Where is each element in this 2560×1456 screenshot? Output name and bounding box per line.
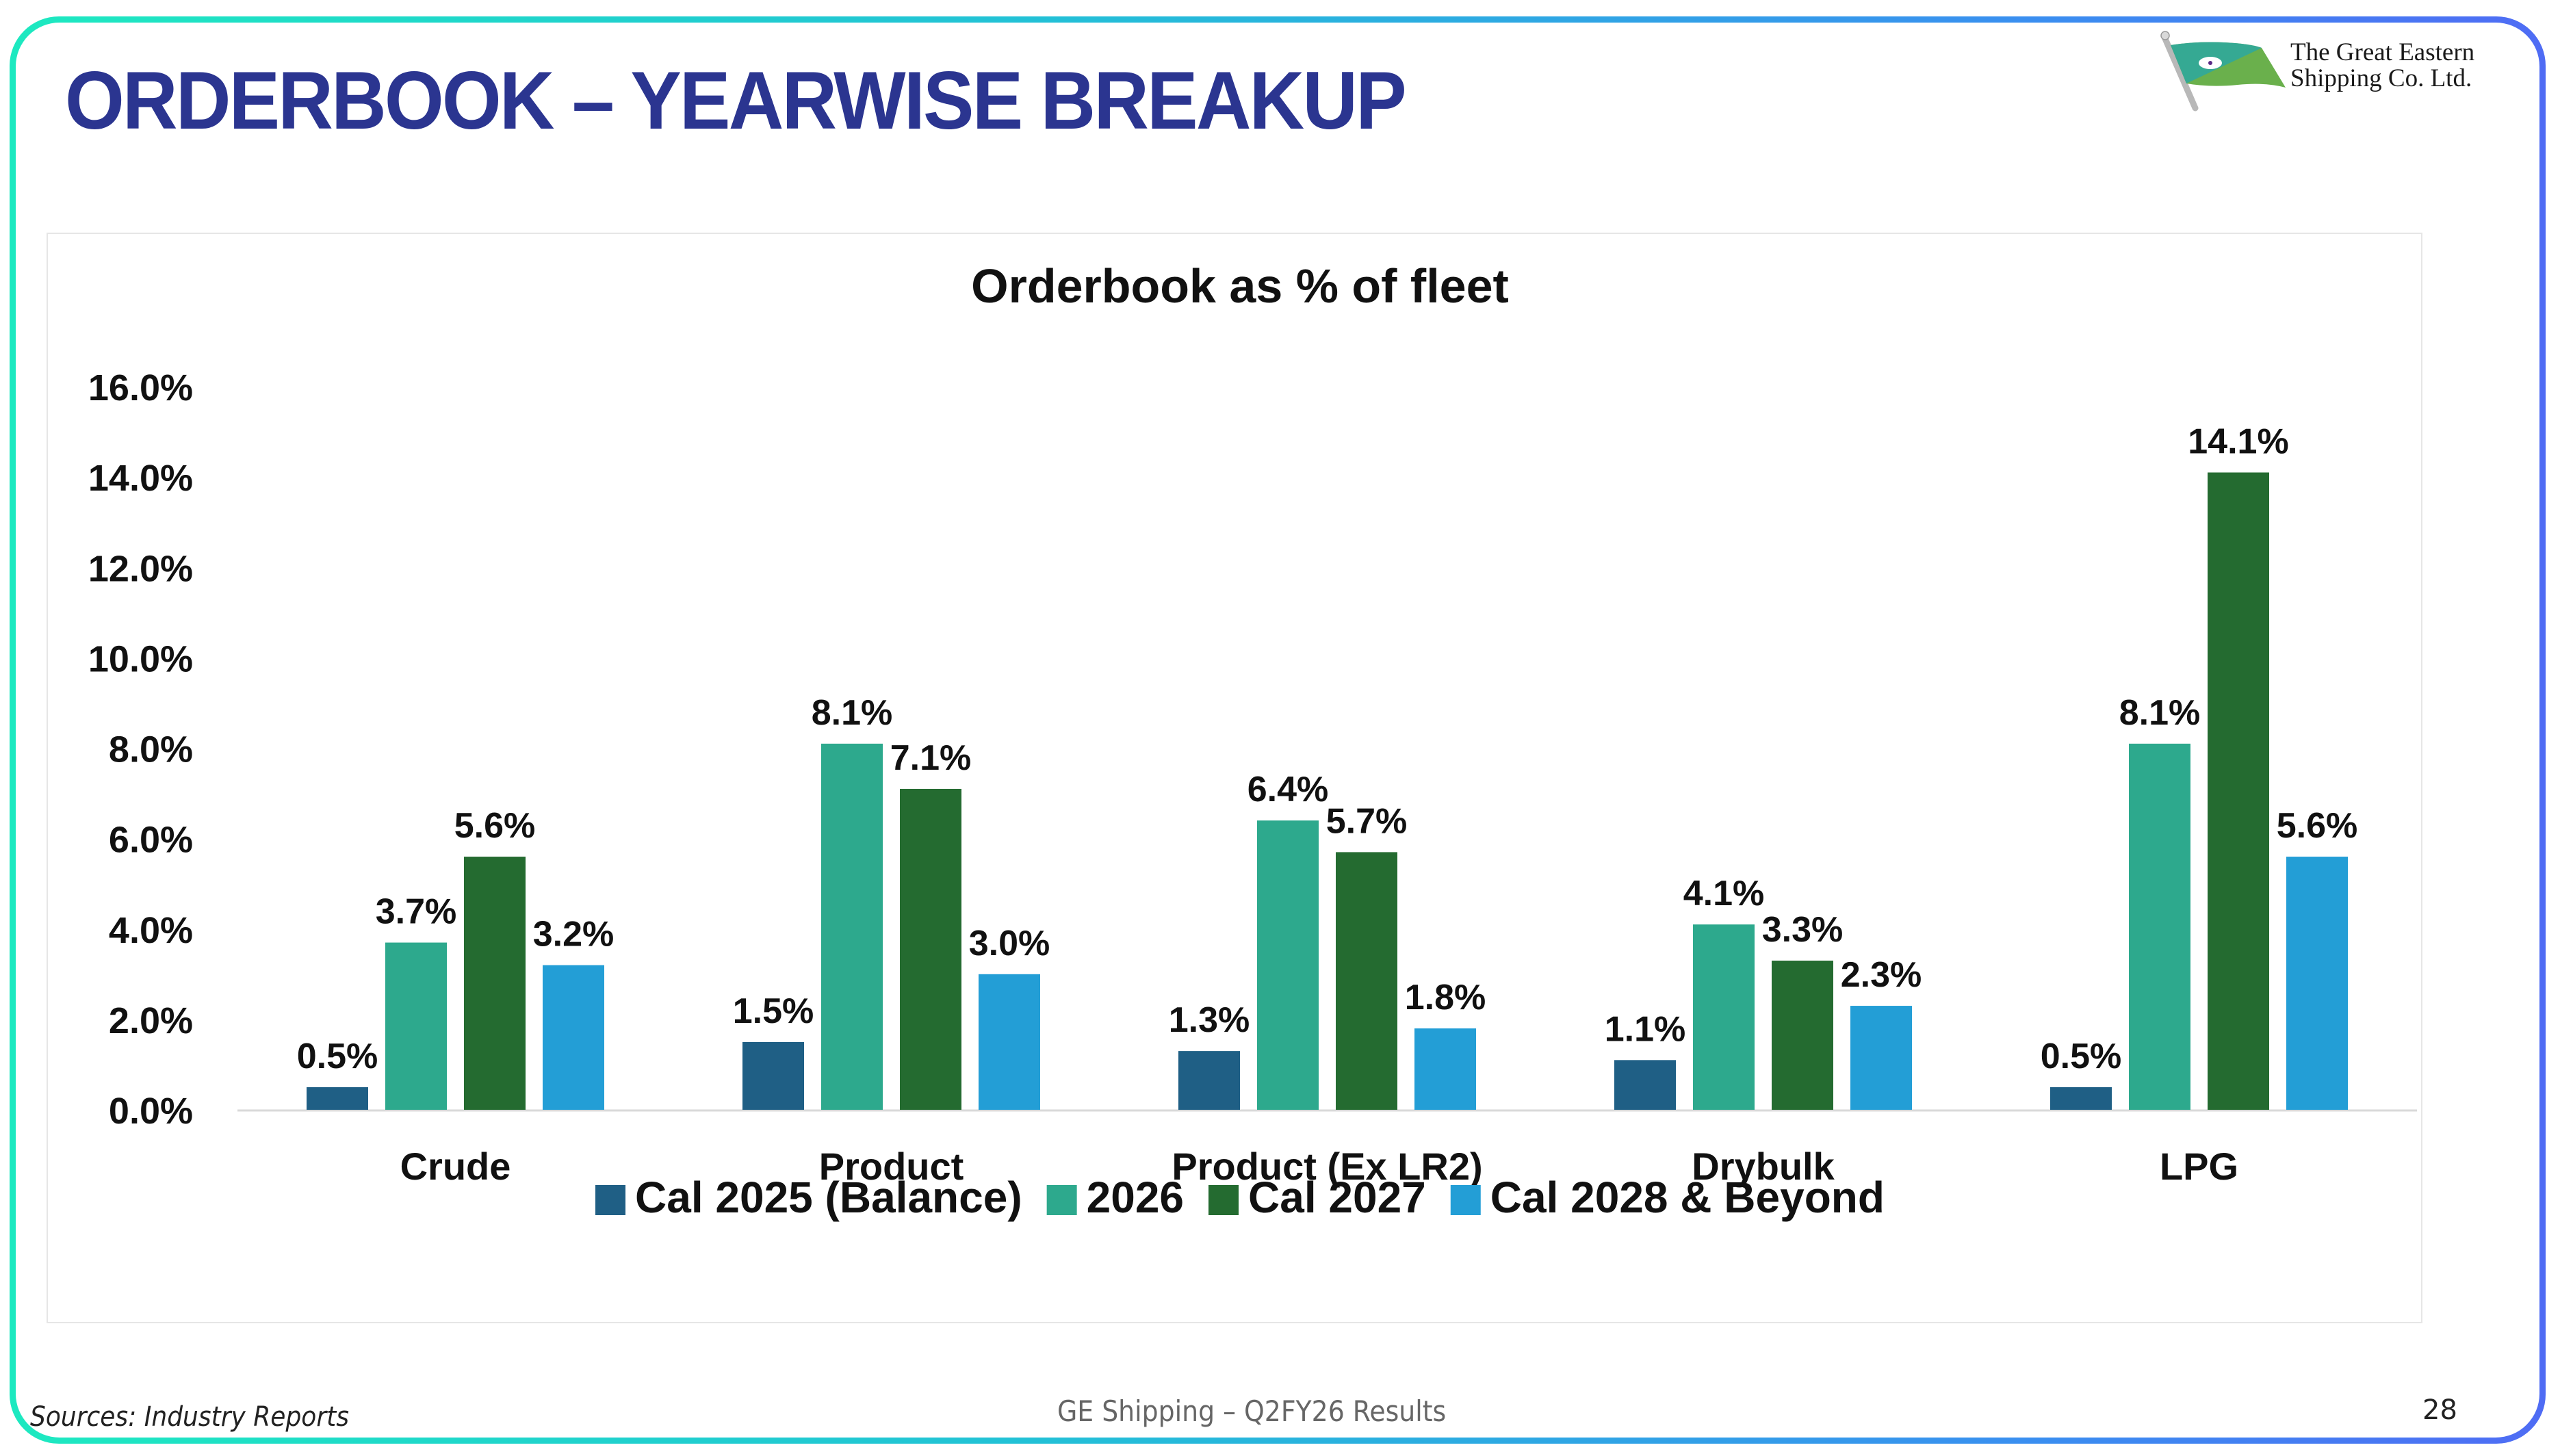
bar-cal-2028-beyond-drybulk bbox=[1850, 1006, 1912, 1110]
bar-2026-drybulk bbox=[1693, 924, 1755, 1110]
bar-cal-2028-beyond-product-ex-lr2- bbox=[1414, 1028, 1476, 1110]
data-label: 3.7% bbox=[376, 892, 457, 932]
x-axis-labels: Crude Product Product (Ex LR2) Drybulk LPG bbox=[400, 1145, 2238, 1188]
data-label: 8.1% bbox=[2119, 693, 2201, 733]
x-tick-label: Crude bbox=[400, 1145, 511, 1188]
logo-line-1: The Great Eastern bbox=[2290, 38, 2475, 66]
legend-item: Cal 2027 bbox=[1208, 1173, 1426, 1222]
footer-source: Sources: Industry Reports bbox=[30, 1401, 350, 1433]
data-label: 3.0% bbox=[969, 924, 1050, 963]
bar-cal-2025-balance--product-ex-lr2- bbox=[1178, 1051, 1240, 1110]
data-label: 8.1% bbox=[812, 693, 893, 733]
bars-group bbox=[307, 472, 2348, 1110]
y-tick-label: 8.0% bbox=[109, 729, 193, 770]
legend-label: Cal 2025 (Balance) bbox=[635, 1173, 1022, 1222]
y-tick-label: 2.0% bbox=[109, 1000, 193, 1041]
data-label: 1.3% bbox=[1169, 1000, 1250, 1040]
bar-cal-2025-balance--drybulk bbox=[1614, 1060, 1676, 1110]
data-label: 1.8% bbox=[1405, 978, 1486, 1017]
data-label: 5.7% bbox=[1326, 801, 1408, 841]
bar-2026-product bbox=[821, 743, 883, 1110]
data-label: 3.3% bbox=[1762, 910, 1844, 950]
company-logo-text: The Great Eastern Shipping Co. Ltd. bbox=[2290, 40, 2474, 92]
x-tick-label: LPG bbox=[2160, 1145, 2238, 1188]
x-tick-label: Drybulk bbox=[1692, 1145, 1835, 1188]
data-label: 4.1% bbox=[1683, 874, 1765, 913]
data-labels-group: 0.5% 3.7% 5.6% 3.2% 1.5% 8.1% 7.1% 3.0% 1.3% 6.4%… bbox=[297, 422, 2358, 1076]
company-logo-flag-icon bbox=[2160, 31, 2286, 112]
legend-swatch bbox=[1046, 1185, 1077, 1215]
chart-title: Orderbook as % of fleet bbox=[971, 259, 1509, 313]
y-tick-label: 0.0% bbox=[109, 1091, 193, 1132]
y-tick-label: 12.0% bbox=[88, 548, 193, 589]
y-tick-label: 4.0% bbox=[109, 910, 193, 951]
data-label: 0.5% bbox=[2041, 1037, 2122, 1076]
legend-item: Cal 2028 & Beyond bbox=[1450, 1173, 1885, 1222]
y-tick-label: 6.0% bbox=[109, 820, 193, 861]
data-label: 3.2% bbox=[533, 915, 615, 954]
data-label: 5.6% bbox=[2277, 806, 2358, 846]
bar-cal-2027-drybulk bbox=[1772, 960, 1833, 1110]
x-tick-label: Product bbox=[819, 1145, 964, 1188]
logo-line-2: Shipping Co. Ltd. bbox=[2290, 64, 2472, 92]
legend-swatch bbox=[1208, 1185, 1239, 1215]
y-tick-label: 14.0% bbox=[88, 458, 193, 499]
data-label: 14.1% bbox=[2188, 422, 2288, 462]
legend-label: Cal 2027 bbox=[1248, 1173, 1426, 1222]
legend-label: Cal 2028 & Beyond bbox=[1490, 1173, 1885, 1222]
y-tick-label: 16.0% bbox=[88, 367, 193, 408]
y-tick-label: 10.0% bbox=[88, 638, 193, 679]
legend-swatch bbox=[1450, 1185, 1481, 1215]
bar-cal-2028-beyond-crude bbox=[543, 965, 604, 1110]
orderbook-bar-chart: Orderbook as % of fleet 0.0% 2.0% 4.0% 6.0%… bbox=[88, 259, 2417, 1222]
legend-item: 2026 bbox=[1046, 1173, 1184, 1222]
footer-presentation-title: GE Shipping – Q2FY26 Results bbox=[1057, 1394, 1447, 1428]
legend-swatch bbox=[595, 1185, 626, 1215]
chart-legend: Cal 2025 (Balance) 2026 Cal 2027 Cal 2028 &… bbox=[595, 1173, 1885, 1222]
data-label: 2.3% bbox=[1841, 955, 1922, 995]
bar-2026-lpg bbox=[2129, 743, 2190, 1110]
y-axis: 0.0% 2.0% 4.0% 6.0% 8.0% 10.0% 12.0% 14.0% 16.0% bbox=[88, 367, 193, 1132]
bar-cal-2027-product bbox=[900, 788, 961, 1110]
bar-2026-product-ex-lr2- bbox=[1257, 820, 1319, 1110]
page-title: ORDERBOOK – YEARWISE BREAKUP bbox=[65, 55, 1407, 146]
chart-panel: Orderbook as % of fleet 0.0% 2.0% 4.0% 6.0%… bbox=[47, 233, 2422, 1323]
bar-cal-2027-crude bbox=[464, 857, 526, 1110]
bar-cal-2028-beyond-lpg bbox=[2286, 857, 2348, 1110]
data-label: 7.1% bbox=[890, 738, 972, 778]
data-label: 1.5% bbox=[733, 991, 814, 1031]
page-number: 28 bbox=[2422, 1394, 2457, 1426]
bar-cal-2027-product-ex-lr2- bbox=[1336, 852, 1397, 1110]
data-label: 0.5% bbox=[297, 1037, 378, 1076]
bar-2026-crude bbox=[385, 942, 447, 1110]
legend-item: Cal 2025 (Balance) bbox=[595, 1173, 1022, 1222]
bar-cal-2028-beyond-product bbox=[979, 974, 1040, 1110]
bar-cal-2025-balance--product bbox=[742, 1041, 804, 1110]
legend-label: 2026 bbox=[1087, 1173, 1184, 1222]
data-label: 5.6% bbox=[454, 806, 536, 846]
bar-cal-2027-lpg bbox=[2208, 472, 2269, 1110]
bar-cal-2025-balance--lpg bbox=[2050, 1087, 2112, 1110]
data-label: 6.4% bbox=[1247, 770, 1329, 809]
x-tick-label: Product (Ex LR2) bbox=[1172, 1145, 1482, 1188]
data-label: 1.1% bbox=[1605, 1009, 1686, 1049]
bar-cal-2025-balance--crude bbox=[307, 1087, 368, 1110]
